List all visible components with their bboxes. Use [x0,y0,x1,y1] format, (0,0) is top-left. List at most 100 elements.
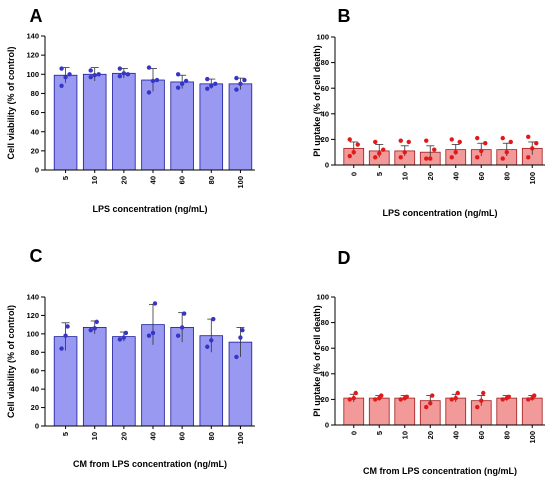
data-point [59,83,64,88]
x-tick-label: 10 [90,176,99,184]
data-point [146,90,152,95]
data-point [209,83,214,88]
x-axis-label: CM from LPS concentration (ng/mL) [73,459,227,469]
data-point [428,156,433,161]
y-tick-label: 100 [316,293,329,302]
x-tick-label: 5 [61,432,70,436]
data-point [121,71,127,76]
y-tick-label: 20 [321,395,329,404]
y-tick-label: 20 [31,403,39,412]
data-point [234,87,239,92]
data-point [449,397,454,402]
data-point [205,86,210,91]
bar [228,83,253,171]
data-point [432,147,437,152]
x-tick-label: 20 [119,432,128,440]
data-point [530,146,535,151]
bar [343,397,365,426]
data-point [121,335,127,340]
bar [53,74,78,171]
data-point [88,327,93,333]
y-tick-label: 80 [321,58,329,67]
data-point [504,150,509,155]
chart-panel-a: A 0 20 40 60 80 100 120 140 5 10 20 40 60 80 100 Cell vi… [6,6,255,214]
bar [199,83,224,171]
x-tick-label: 0 [349,172,358,176]
data-point [381,147,386,152]
y-tick-label: 0 [35,166,39,175]
data-point [347,397,352,402]
bar [82,327,107,427]
data-point [398,397,403,402]
bar [112,72,136,171]
x-tick-label: 40 [149,176,158,184]
data-point [373,155,378,160]
bar [82,73,107,171]
y-tick-label: 40 [321,109,329,118]
panel-letter: D [338,248,351,268]
x-tick-label: 80 [502,431,511,439]
data-point [455,390,460,396]
data-point [347,137,352,142]
data-point [154,77,160,83]
data-point [373,397,378,402]
x-tick-label: 5 [375,172,384,176]
data-point [430,393,435,398]
x-tick-label: 100 [236,176,245,189]
data-point [424,138,429,143]
x-tick-label: 60 [178,432,187,440]
y-axis-label: PI uptake (% of cell death) [312,305,322,417]
y-tick-label: 60 [321,344,329,353]
chart-panel-d: D 0 20 40 60 80 100 0 5 10 20 40 60 80 100 PI uptake (%… [312,248,545,476]
x-tick-label: 80 [502,172,511,180]
y-tick-label: 120 [26,311,39,320]
data-point [146,333,152,338]
bar [368,397,390,426]
data-point [152,301,158,306]
y-tick-label: 0 [325,421,329,430]
data-point [481,390,486,396]
x-tick-label: 10 [90,432,99,440]
x-tick-label: 100 [528,431,537,444]
x-tick-label: 80 [207,176,216,184]
data-point [347,153,352,159]
data-point [457,139,462,145]
y-tick-label: 140 [26,32,39,41]
data-point [150,330,156,336]
bar [496,397,518,426]
data-point [530,395,535,401]
data-point [534,141,539,146]
data-point [59,66,64,71]
panel-letter: A [30,6,43,26]
data-point [117,66,123,71]
x-tick-label: 100 [236,432,245,445]
data-point [449,155,454,160]
x-tick-label: 40 [451,431,460,439]
data-point [205,344,210,349]
data-point [175,333,181,338]
data-point [205,76,210,82]
bar [445,397,467,426]
data-point [475,135,480,141]
y-tick-label: 100 [26,70,39,79]
y-tick-label: 0 [325,161,329,170]
x-tick-label: 40 [149,432,158,440]
data-point [351,395,356,401]
data-point [424,404,429,410]
data-point [234,75,239,81]
y-tick-label: 60 [321,84,329,93]
data-point [428,401,433,406]
data-point [175,85,181,90]
data-point [377,151,382,156]
data-point [475,404,480,410]
data-point [125,72,131,77]
y-axis-label: Cell viability (% of control) [6,46,16,159]
x-tick-label: 5 [61,176,70,180]
x-tick-label: 10 [400,172,409,180]
data-point [398,155,403,160]
data-point [500,135,505,141]
data-point [353,390,358,396]
chart-panel-b: B 0 20 40 60 80 100 0 5 10 20 40 60 80 100 PI uptake (%… [312,6,545,218]
y-tick-label: 120 [26,51,39,60]
